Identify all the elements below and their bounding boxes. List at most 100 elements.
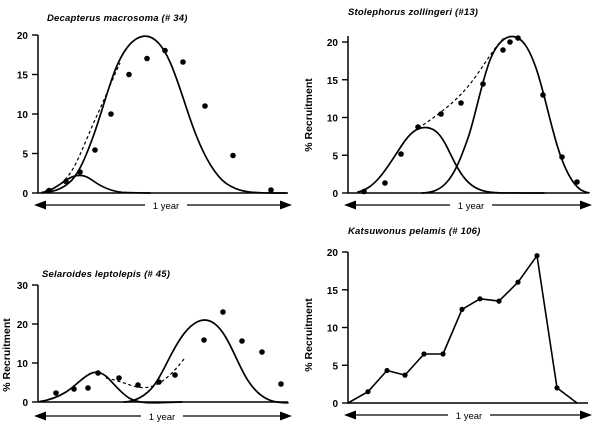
panel-1-year-arrow-left-head xyxy=(34,200,46,210)
panel-1-data-point xyxy=(230,152,236,159)
panel-3-data-point xyxy=(71,386,77,392)
panel-3-data-point xyxy=(135,382,141,388)
panel-1-secondary-cohort-curve xyxy=(41,174,151,194)
panel-1-data-point xyxy=(77,169,83,175)
panel-1-year-arrow-right-head xyxy=(280,200,292,210)
panel-2-year-label: 1 year xyxy=(458,201,484,212)
panel-3-ylabel-20: 20 xyxy=(17,320,29,331)
panel-4-data-point xyxy=(384,367,390,374)
panel-4-data-point xyxy=(534,253,540,259)
panel-3-data-point xyxy=(201,337,207,343)
panel-4-data-point xyxy=(459,306,465,312)
panel-2-data-point xyxy=(361,188,367,195)
panel-4-data-point xyxy=(365,389,371,395)
panel-3-year-arrow-left-head xyxy=(34,411,46,421)
panel-2-second-cohort-curve xyxy=(421,35,590,194)
panel-katsuwonus-pelamis: Katsuwonus pelamis (# 106) % Recruitment… xyxy=(300,220,600,439)
panel-stolephorus-zollingeri: Stolephorus zollingeri (#13) % Recruitme… xyxy=(300,0,600,220)
panel-4-data-point xyxy=(402,372,408,378)
panel-3-year-arrow-right-head xyxy=(280,411,292,421)
panel-1-data-point xyxy=(144,55,150,62)
panel-2-year-arrow-right-head xyxy=(580,200,592,210)
panel-3-data-point xyxy=(172,372,178,378)
panel-4-data-point xyxy=(496,298,502,304)
panel-1-title: Decapterus macrosoma (# 34) xyxy=(47,13,188,24)
panel-1-data-point xyxy=(268,187,274,193)
panel-2-data-point xyxy=(458,100,464,106)
panel-2-ylabel-20: 20 xyxy=(327,38,339,49)
panel-4-y-axis-label: % Recruitment xyxy=(303,298,315,372)
panel-2-ylabel-10: 10 xyxy=(327,114,339,125)
panel-3-year-label: 1 year xyxy=(149,412,175,423)
panel-2-data-point xyxy=(540,92,546,98)
panel-4-data-point xyxy=(477,296,483,302)
panel-4-ylabel-10: 10 xyxy=(327,324,339,335)
panel-3-y-axis-label: % Recruitment xyxy=(1,318,13,392)
panel-3-data-point xyxy=(85,385,91,391)
panel-2-data-point xyxy=(438,111,444,117)
panel-1-ylabel-20: 20 xyxy=(17,31,29,42)
panel-3-ylabel-10: 10 xyxy=(17,359,29,370)
panel-2-data-point xyxy=(398,151,404,157)
panel-2-title: Stolephorus zollingeri (#13) xyxy=(348,7,478,18)
panel-3-data-point xyxy=(95,370,101,376)
panel-3-first-cohort-curve xyxy=(39,371,183,404)
panel-4-data-point xyxy=(440,351,446,357)
panel-2-data-point xyxy=(574,179,580,185)
panel-2-data-point xyxy=(500,47,506,53)
panel-4-year-arrow-left-head xyxy=(344,410,356,420)
panel-4-data-point xyxy=(554,385,560,391)
panel-3-data-point xyxy=(239,338,245,344)
panel-1-data-point xyxy=(180,59,186,65)
panel-1-data-point xyxy=(162,47,168,54)
panel-decapterus-macrosoma: Decapterus macrosoma (# 34) 20 15 10 5 0 xyxy=(0,0,300,220)
panel-3-second-cohort-curve xyxy=(123,319,289,404)
panel-4-plot: Katsuwonus pelamis (# 106) % Recruitment… xyxy=(303,226,592,422)
panel-4-year-label: 1 year xyxy=(456,411,482,422)
panel-3-data-point xyxy=(259,349,265,355)
panel-2-year-arrow-left-head xyxy=(344,200,356,210)
panel-3-combined-dashed-curve xyxy=(105,358,185,389)
panel-2-data-point xyxy=(415,124,421,130)
panel-2-data-point xyxy=(559,154,565,160)
panel-1-year-label-bg xyxy=(145,198,187,212)
panel-4-year-arrow-right-head xyxy=(580,410,592,420)
panel-1-data-point xyxy=(126,71,132,78)
panel-4-ylabel-20: 20 xyxy=(327,248,339,259)
panel-2-data-point xyxy=(507,39,513,45)
panel-2-plot: Stolephorus zollingeri (#13) % Recruitme… xyxy=(303,7,592,212)
panel-1-data-point xyxy=(63,178,69,185)
panel-4-year-label-bg xyxy=(448,408,490,422)
panel-1-data-point xyxy=(202,103,208,109)
panel-4-data-point xyxy=(515,279,521,285)
panel-3-plot: Selaroides leptolepis (# 45) % Recruitme… xyxy=(1,269,292,423)
panel-1-plot: Decapterus macrosoma (# 34) 20 15 10 5 0 xyxy=(17,13,292,212)
panel-1-ylabel-15: 15 xyxy=(17,71,29,82)
panel-2-first-cohort-curve xyxy=(357,126,545,194)
panel-1-ylabel-0: 0 xyxy=(22,189,28,200)
panel-3-data-point xyxy=(116,375,122,381)
panel-3-title: Selaroides leptolepis (# 45) xyxy=(42,269,170,280)
panel-4-ylabel-15: 15 xyxy=(327,286,339,297)
panel-3-ylabel-0: 0 xyxy=(22,398,28,409)
panel-2-combined-dashed-curve xyxy=(417,37,505,129)
panel-2-ylabel-15: 15 xyxy=(327,76,339,87)
panel-1-data-point xyxy=(92,147,98,153)
panel-4-data-point xyxy=(421,351,427,357)
panel-4-recruitment-polyline xyxy=(347,254,578,404)
panel-3-data-point xyxy=(278,381,284,387)
panel-2-year-label-bg xyxy=(450,198,492,212)
panel-2-data-point xyxy=(382,180,388,186)
panel-1-ylabel-10: 10 xyxy=(17,110,29,121)
panel-2-ylabel-0: 0 xyxy=(332,189,338,200)
panel-1-ylabel-5: 5 xyxy=(22,150,28,161)
panel-3-year-label-bg xyxy=(141,409,183,423)
panel-4-ylabel-0: 0 xyxy=(332,399,338,410)
panel-1-data-point xyxy=(108,111,114,117)
panel-1-main-cohort-curve xyxy=(43,35,287,194)
panel-2-data-point xyxy=(515,35,521,41)
panel-3-data-point xyxy=(156,379,162,385)
panel-4-ylabel-5: 5 xyxy=(332,361,338,372)
panel-3-data-point xyxy=(53,390,59,396)
